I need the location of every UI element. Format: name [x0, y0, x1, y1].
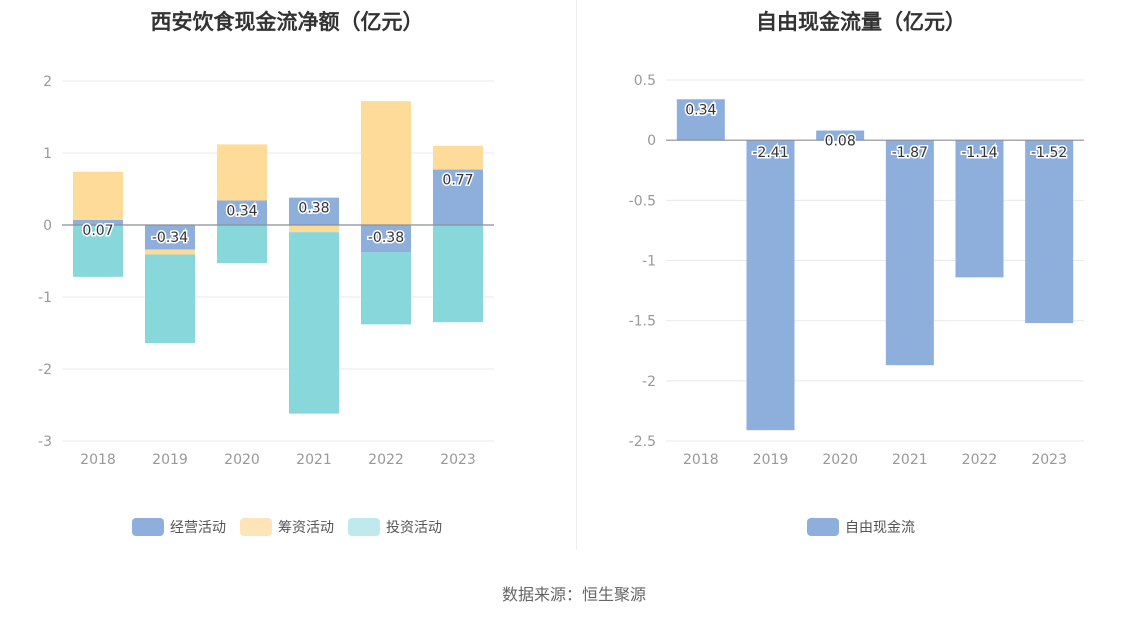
legend-label: 投资活动 [386, 520, 442, 536]
y-tick-label: -0.5 [629, 193, 656, 209]
y-tick-label: -3 [38, 434, 52, 450]
data-label: 0.34 [685, 102, 716, 118]
x-tick-label: 2023 [440, 452, 476, 468]
free-cashflow-chart: 0.5 0 -0.5 -1 -1.5 -2 -2.5 2018 2019 2020 2021 2022… [629, 73, 1084, 468]
legend-item[interactable]: 经营活动 [132, 517, 226, 537]
legend-label: 自由现金流 [845, 520, 915, 536]
legend-item[interactable]: 自由现金流 [807, 517, 915, 537]
bar-经营活动-2021 [289, 197, 339, 225]
x-tick-label: 2018 [683, 452, 719, 468]
bar-自由现金流-2020 [816, 130, 865, 141]
legend-swatch [240, 518, 272, 536]
x-tick-label: 2020 [224, 452, 260, 468]
y-tick-label: -2.5 [629, 434, 656, 450]
data-label: 0.08 [825, 134, 856, 150]
chart-legend: 自由现金流 [574, 517, 1148, 537]
bar-经营活动-2022 [361, 225, 411, 253]
bar-筹资活动-2023 [433, 145, 483, 170]
x-tick-label: 2022 [962, 452, 998, 468]
bar-筹资活动-2020 [217, 144, 267, 201]
y-tick-label: 0 [647, 133, 656, 149]
bar-经营活动-2023 [433, 169, 483, 225]
x-tick-label: 2018 [80, 452, 116, 468]
bar-投资活动-2022 [361, 252, 411, 325]
bar-经营活动-2019 [145, 225, 195, 250]
legend-swatch [348, 518, 380, 536]
y-tick-label: 1 [43, 146, 52, 162]
y-tick-label: 0.5 [634, 73, 656, 89]
y-tick-label: -1.5 [629, 314, 656, 330]
data-label: -1.52 [1031, 145, 1067, 161]
x-tick-label: 2019 [753, 452, 789, 468]
data-label: -1.14 [961, 145, 997, 161]
data-label: -0.38 [368, 230, 404, 246]
bar-自由现金流-2022 [955, 140, 1004, 278]
data-source: 数据来源：恒生聚源 [501, 585, 646, 604]
bar-自由现金流-2023 [1025, 140, 1074, 324]
y-tick-label: 0 [43, 218, 52, 234]
legend-swatch [807, 518, 839, 536]
legend-item[interactable]: 筹资活动 [240, 517, 334, 537]
bar-经营活动-2020 [217, 200, 267, 225]
legend-item[interactable]: 投资活动 [348, 517, 442, 537]
bar-自由现金流-2021 [885, 140, 934, 366]
x-tick-label: 2021 [892, 452, 928, 468]
legend-label: 经营活动 [170, 520, 226, 536]
data-label: -1.87 [892, 145, 928, 161]
cashflow-chart-panel: 西安饮食现金流净额（亿元） 2 1 0 -1 -2 -3 2018 2019 2020 2021 2… [0, 0, 574, 560]
data-label: 0.77 [442, 173, 473, 189]
bar-筹资活动-2018 [73, 171, 123, 220]
x-tick-label: 2019 [152, 452, 188, 468]
bar-自由现金流-2018 [676, 99, 725, 141]
data-label: -2.41 [752, 145, 788, 161]
y-tick-label: -1 [642, 254, 656, 270]
legend-swatch [132, 518, 164, 536]
x-tick-label: 2022 [368, 452, 404, 468]
bar-筹资活动-2021 [289, 225, 339, 233]
bar-筹资活动-2022 [361, 101, 411, 225]
data-label: 0.38 [298, 201, 329, 217]
bar-投资活动-2019 [145, 254, 195, 344]
x-tick-label: 2021 [296, 452, 332, 468]
y-tick-label: -1 [38, 290, 52, 306]
y-tick-label: -2 [642, 374, 656, 390]
x-tick-label: 2023 [1031, 452, 1067, 468]
bar-经营活动-2018 [73, 219, 123, 225]
cashflow-chart: 2 1 0 -1 -2 -3 2018 2019 2020 2021 2022 2023 0.07 -0.… [38, 74, 494, 468]
data-label: -0.34 [152, 230, 188, 246]
chart-title: 西安饮食现金流净额（亿元） [150, 10, 424, 34]
data-label: 0.07 [82, 223, 113, 239]
y-tick-label: 2 [43, 74, 52, 90]
bar-投资活动-2020 [217, 225, 267, 264]
bar-筹资活动-2019 [145, 249, 195, 255]
legend-label: 筹资活动 [278, 520, 334, 536]
bar-投资活动-2018 [73, 225, 123, 277]
panel-divider [576, 0, 577, 550]
bar-自由现金流-2019 [746, 140, 795, 431]
y-tick-label: -2 [38, 362, 52, 378]
x-tick-label: 2020 [822, 452, 858, 468]
free-cashflow-chart-panel: 自由现金流量（亿元） 0.5 0 -0.5 -1 -1.5 -2 -2.5 2018 2019 2… [574, 0, 1148, 560]
chart-title: 自由现金流量（亿元） [756, 10, 966, 34]
bar-投资活动-2021 [289, 232, 339, 414]
data-label: 0.34 [226, 204, 257, 220]
bar-投资活动-2023 [433, 225, 483, 323]
chart-legend: 经营活动 筹资活动 投资活动 [0, 517, 574, 537]
